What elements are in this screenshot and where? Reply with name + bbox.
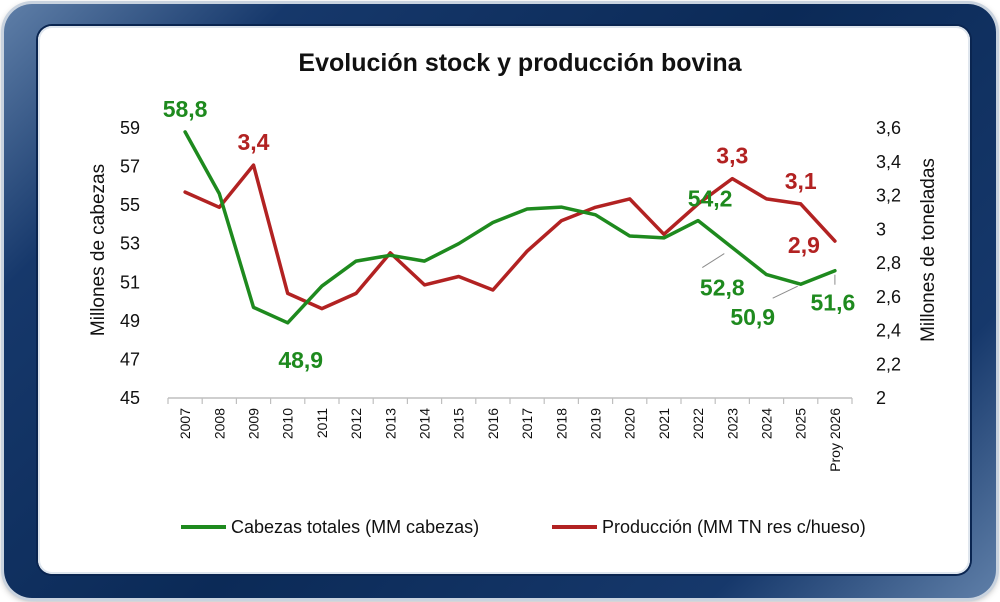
data-label: 3,4 (238, 129, 270, 155)
chart-frame (4, 4, 996, 598)
y-left-tick-label: 51 (120, 272, 140, 292)
y-right-tick-label: 3,4 (876, 152, 901, 172)
y-right-tick-label: 2,2 (876, 354, 901, 374)
x-tick-label: 2009 (246, 408, 262, 439)
y-left-tick-label: 59 (120, 118, 140, 138)
x-tick-label: 2025 (793, 408, 809, 439)
x-tick-label: 2008 (211, 408, 227, 439)
series-line-produccion (183, 163, 837, 311)
data-label-leader (772, 285, 798, 299)
x-tick-label: 2010 (280, 408, 296, 439)
y-left-tick-label: 57 (120, 157, 140, 177)
x-tick-label: 2012 (348, 408, 364, 439)
x-tick-label: 2021 (656, 408, 672, 439)
data-label: 2,9 (788, 232, 820, 258)
series-lines (183, 130, 837, 325)
x-tick-label: 2015 (451, 408, 467, 439)
data-label: 50,9 (730, 304, 775, 330)
x-tick-label: 2014 (417, 408, 433, 439)
x-tick-label: 2020 (622, 408, 638, 439)
data-label: 51,6 (811, 290, 856, 316)
x-tick-label: Proy 2026 (827, 408, 843, 472)
x-tick-label: 2007 (177, 408, 193, 439)
chart-panel (38, 26, 970, 574)
y-left-tick-label: 45 (120, 388, 140, 408)
chart-title: Evolución stock y producción bovina (298, 49, 742, 77)
y-axis-right-label: Millones de toneladas (918, 158, 939, 342)
x-tick-label: 2022 (690, 408, 706, 439)
y-right-tick-label: 3,2 (876, 186, 901, 206)
data-label: 58,8 (163, 96, 208, 122)
data-label: 3,3 (716, 143, 748, 169)
y-right-tick-label: 2,8 (876, 253, 901, 273)
y-right-tick-label: 3 (876, 219, 886, 239)
data-label: 48,9 (278, 347, 323, 373)
data-label: 54,2 (688, 186, 733, 212)
data-label: 3,1 (785, 168, 817, 194)
y-right-tick-label: 2,6 (876, 287, 901, 307)
x-tick-label: 2016 (485, 408, 501, 439)
axes: 2007 2008 2009 2010 2011 2012 2013 2014 2015 2016… (120, 118, 901, 472)
legend: Cabezas totales (MM cabezas) Producción (… (181, 517, 866, 537)
y-right-tick-label: 2 (876, 388, 886, 408)
x-tick-label: 2017 (519, 408, 535, 439)
x-tick-label: 2018 (553, 408, 569, 439)
legend-label-produccion: Producción (MM TN res c/hueso) (602, 517, 866, 537)
y-right-tick-label: 3,6 (876, 118, 901, 138)
y-left-tick-label: 53 (120, 234, 140, 254)
x-tick-label: 2024 (759, 408, 775, 439)
data-labels: 58,8 48,9 54,2 52,8 50,9 51,6 3,4 3,3 3,1 2,9 (163, 96, 856, 373)
y-left-tick-label: 55 (120, 195, 140, 215)
y-left-tick-label: 49 (120, 311, 140, 331)
x-tick-label: 2023 (724, 408, 740, 439)
y-left-tick-label: 47 (120, 349, 140, 369)
legend-label-cabezas: Cabezas totales (MM cabezas) (231, 517, 479, 537)
data-label-leader (702, 253, 725, 268)
series-line-cabezas (183, 130, 837, 325)
x-tick-label: 2011 (314, 408, 330, 438)
y-axis-left-label: Millones de cabezas (88, 164, 109, 336)
x-tick-label: 2013 (382, 408, 398, 439)
data-label: 52,8 (700, 275, 745, 301)
y-right-tick-label: 2,4 (876, 321, 901, 341)
x-tick-label: 2019 (588, 408, 604, 439)
